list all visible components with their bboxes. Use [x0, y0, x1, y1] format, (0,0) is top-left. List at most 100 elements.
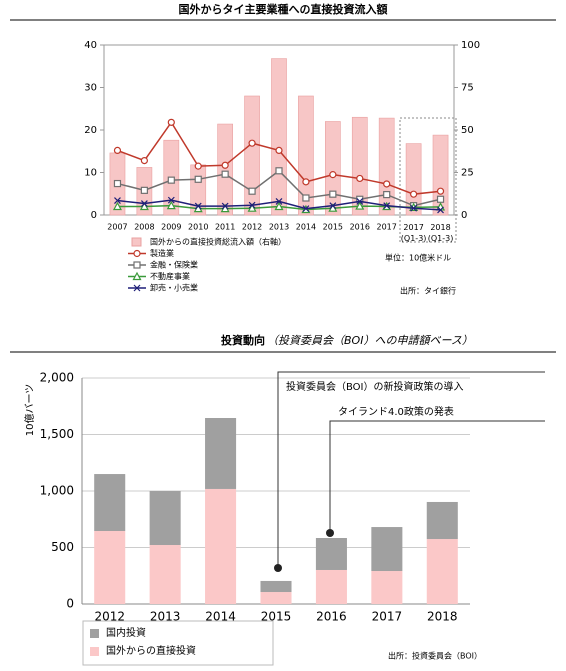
source: 出所：タイ銀行: [400, 286, 456, 296]
marker: [274, 201, 284, 211]
callout-line: [329, 420, 545, 533]
callout-dot: [326, 529, 334, 537]
marker: [194, 162, 202, 170]
bar: [351, 116, 368, 216]
bar: [244, 95, 260, 216]
chart-title: 投資動向: [221, 333, 265, 347]
marker: [329, 190, 337, 198]
y-tick-label: 10: [84, 168, 97, 179]
y2-tick-label: 100: [461, 40, 480, 51]
bar-segment: [426, 501, 458, 540]
x-tick-label: 2012: [242, 223, 262, 232]
bar-segment: [94, 531, 126, 604]
bar: [298, 95, 314, 216]
marker: [167, 118, 175, 126]
marker: [194, 175, 202, 183]
bar: [217, 123, 233, 216]
legend-label: 国内投資: [106, 626, 146, 639]
marker: [221, 202, 229, 210]
bar: [325, 121, 341, 216]
marker: [140, 157, 148, 165]
x-tick-label: 2016: [316, 610, 347, 624]
bar-segment: [371, 571, 403, 604]
legend-label: 国外からの直接投資: [106, 644, 196, 657]
y-tick-label: 0: [66, 597, 74, 611]
marker: [302, 205, 310, 213]
bar: [271, 58, 287, 216]
unit-note: 単位：10億米ドル: [385, 253, 451, 263]
y2-tick-label: 50: [461, 125, 474, 136]
y-tick-label: 20: [84, 125, 97, 136]
marker: [221, 170, 229, 178]
bar-segment: [315, 569, 347, 604]
marker: [383, 180, 391, 188]
callout-line: [277, 371, 545, 568]
marker: [383, 202, 391, 210]
legend-swatch: [90, 629, 99, 638]
bar-segment: [149, 545, 181, 604]
marker: [436, 187, 445, 195]
marker: [112, 201, 122, 211]
marker: [139, 201, 149, 211]
bar: [405, 143, 422, 216]
bar: [432, 134, 449, 216]
y-tick-label: 30: [84, 83, 97, 94]
bar-segment: [260, 592, 292, 604]
y-tick-label: 0: [91, 210, 97, 221]
x-tick-label: 2017: [372, 610, 403, 624]
marker: [140, 186, 148, 194]
marker: [275, 197, 283, 205]
annotation: 投資委員会（BOI）の新投資政策の導入: [286, 380, 464, 393]
legend-label: 金融・保険業: [150, 260, 198, 270]
chart-title: 国外からタイ主要業種への直接投資流入額: [179, 2, 388, 16]
bar-segment: [205, 418, 237, 489]
marker: [248, 139, 256, 147]
legend-swatch: [131, 237, 142, 247]
y-tick-label: 1,000: [40, 484, 74, 498]
x-tick-label: 2012: [94, 610, 125, 624]
marker: [436, 195, 445, 203]
x-tick-label: 2018 (Q1-3): [428, 223, 454, 243]
marker: [275, 146, 283, 154]
y-axis-label: 10億バーツ: [23, 384, 36, 437]
marker: [167, 196, 175, 204]
x-tick-label: 2007: [107, 223, 127, 232]
marker: [167, 176, 175, 184]
bar: [378, 117, 395, 216]
bar-segment: [371, 527, 403, 572]
highlight-box: [399, 117, 457, 243]
x-tick-label: 2014: [296, 223, 316, 232]
bar-segment: [260, 580, 292, 593]
x-tick-label: 2013: [269, 223, 289, 232]
marker: [302, 178, 310, 186]
x-tick-label: 2013: [150, 610, 181, 624]
x-tick-label: 2017 (Q1-3): [401, 223, 427, 243]
marker: [329, 171, 337, 179]
marker: [221, 161, 229, 169]
marker: [275, 167, 283, 175]
annotation: タイランド4.0政策の発表: [338, 405, 454, 418]
x-tick-label: 2014: [205, 610, 236, 624]
marker: [437, 206, 444, 214]
callout-dot: [274, 564, 282, 572]
x-tick-label: 2015: [323, 223, 343, 232]
marker: [194, 202, 202, 210]
marker: [247, 203, 257, 212]
x-tick-label: 2018: [427, 610, 458, 624]
marker: [356, 174, 364, 183]
marker: [113, 179, 122, 188]
legend-label: 不動産事業: [150, 271, 190, 281]
marker: [356, 197, 364, 205]
marker: [133, 261, 141, 269]
chart-subtitle: （投資委員会（BOI）への申請額ベース）: [267, 334, 473, 347]
marker: [114, 197, 121, 204]
y-tick-label: 2,000: [40, 371, 74, 385]
marker: [133, 249, 141, 258]
y-tick-label: 500: [51, 540, 74, 554]
marker: [355, 201, 365, 210]
y2-tick-label: 0: [461, 210, 467, 221]
marker: [140, 200, 148, 207]
marker: [410, 190, 418, 198]
marker: [329, 202, 337, 210]
